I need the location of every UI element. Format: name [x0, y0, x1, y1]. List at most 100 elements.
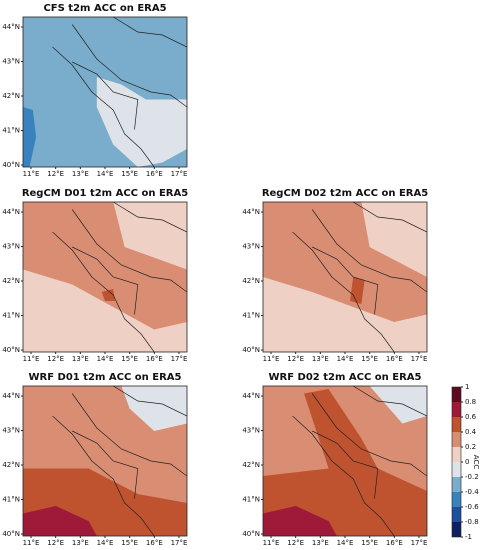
- lat-label: 44°N: [2, 208, 20, 216]
- coastline: [71, 24, 187, 108]
- lon-label: 14°E: [97, 539, 114, 547]
- colorbar-bin: [452, 507, 461, 522]
- coastline: [52, 46, 155, 167]
- colorbar-bin: [452, 432, 461, 447]
- coastline: [292, 231, 395, 352]
- panel-title: RegCM D01 t2m ACC on ERA5: [22, 188, 188, 199]
- map-panel: WRF D02 t2m ACC on ERA5 11°E 12°E 13°E 14°E 1…: [242, 372, 427, 547]
- colorbar-label: ACC: [472, 455, 480, 470]
- lon-label: 13°E: [72, 355, 89, 363]
- coastline: [72, 61, 139, 130]
- map-panel: CFS t2m ACC on ERA5 11°E 12°E 13°E 14°E 15°E 1…: [2, 3, 187, 178]
- lon-label: 14°E: [97, 355, 114, 363]
- lon-label: 12°E: [47, 170, 64, 178]
- coastline: [113, 202, 187, 233]
- coastline: [71, 209, 187, 293]
- lat-label: 43°N: [2, 58, 20, 66]
- lat-label: 41°N: [2, 127, 20, 135]
- lat-label: 42°N: [2, 92, 20, 100]
- lon-label: 17°E: [411, 355, 428, 363]
- colorbar-tick-label: 0.4: [465, 428, 477, 436]
- coastline: [312, 246, 379, 315]
- coastline: [353, 202, 427, 233]
- lat-label: 42°N: [242, 461, 260, 469]
- lon-label: 15°E: [121, 355, 138, 363]
- colorbar-bin: [452, 402, 461, 417]
- lat-label: 43°N: [242, 427, 260, 435]
- lon-label: 13°E: [312, 355, 329, 363]
- contour-region: [96, 77, 187, 167]
- lat-label: 40°N: [2, 530, 20, 538]
- coastline: [292, 415, 395, 536]
- colorbar-bin: [452, 417, 461, 432]
- colorbar-tick-label: 0.6: [465, 413, 477, 421]
- map-area: [23, 386, 187, 536]
- coastline: [71, 393, 187, 477]
- colorbar-bin: [452, 387, 461, 402]
- lat-label: 41°N: [242, 496, 260, 504]
- lat-label: 40°N: [2, 346, 20, 354]
- lon-label: 11°E: [23, 170, 40, 178]
- lat-label: 41°N: [242, 312, 260, 320]
- lat-label: 44°N: [242, 392, 260, 400]
- contour-region: [369, 386, 427, 424]
- colorbar-tick-label: -1: [465, 533, 472, 541]
- map-panel: WRF D01 t2m ACC on ERA5 11°E 12°E 13°E 14°E 1…: [2, 372, 187, 547]
- panel-title: RegCM D02 t2m ACC on ERA5: [262, 188, 428, 199]
- map-area: [23, 17, 187, 167]
- coastline: [52, 415, 155, 536]
- lon-label: 16°E: [146, 170, 163, 178]
- lon-label: 12°E: [287, 355, 304, 363]
- lat-label: 40°N: [242, 346, 260, 354]
- lat-label: 43°N: [2, 427, 20, 435]
- lat-label: 41°N: [2, 312, 20, 320]
- contour-region: [23, 202, 187, 330]
- lon-label: 17°E: [411, 539, 428, 547]
- lon-label: 16°E: [386, 539, 403, 547]
- lon-label: 16°E: [146, 539, 163, 547]
- map-area: [263, 202, 427, 352]
- colorbar-bin: [452, 477, 461, 492]
- lon-label: 11°E: [23, 539, 40, 547]
- contour-region: [349, 277, 365, 304]
- lat-label: 42°N: [242, 277, 260, 285]
- lon-label: 12°E: [47, 539, 64, 547]
- contour-region: [101, 289, 115, 301]
- contour-region: [263, 389, 427, 536]
- lon-label: 16°E: [386, 355, 403, 363]
- lon-label: 17°E: [171, 539, 188, 547]
- lon-label: 15°E: [361, 539, 378, 547]
- colorbar-bin: [452, 447, 461, 462]
- contour-region: [121, 386, 187, 431]
- coastline: [311, 393, 427, 477]
- lon-label: 16°E: [146, 355, 163, 363]
- panel-title: WRF D02 t2m ACC on ERA5: [269, 372, 422, 383]
- colorbar-bin: [452, 462, 461, 477]
- panel-title: WRF D01 t2m ACC on ERA5: [29, 372, 182, 383]
- lon-label: 15°E: [361, 355, 378, 363]
- lon-label: 14°E: [337, 355, 354, 363]
- lon-label: 15°E: [121, 539, 138, 547]
- lon-label: 14°E: [337, 539, 354, 547]
- map-area: [263, 386, 427, 536]
- colorbar-bin: [452, 492, 461, 507]
- lat-label: 40°N: [242, 530, 260, 538]
- map-area: [23, 202, 187, 352]
- coastline: [72, 246, 139, 315]
- contour-region: [263, 506, 337, 536]
- contour-region: [263, 202, 427, 322]
- coastline: [311, 209, 427, 293]
- lat-label: 44°N: [2, 392, 20, 400]
- coastline: [72, 430, 139, 499]
- lon-label: 12°E: [287, 539, 304, 547]
- colorbar-tick-label: 0.8: [465, 398, 476, 406]
- coastline: [52, 231, 155, 352]
- map-panel: RegCM D01 t2m ACC on ERA5 11°E 12°E 13°E 14°…: [2, 188, 188, 363]
- lat-label: 44°N: [242, 208, 260, 216]
- colorbar-tick-label: 1: [465, 383, 469, 391]
- lat-label: 42°N: [2, 277, 20, 285]
- lon-label: 11°E: [23, 355, 40, 363]
- contour-region: [23, 506, 97, 536]
- map-panel: RegCM D02 t2m ACC on ERA5 11°E 12°E 13°E 14°…: [242, 188, 428, 363]
- lat-label: 44°N: [2, 23, 20, 31]
